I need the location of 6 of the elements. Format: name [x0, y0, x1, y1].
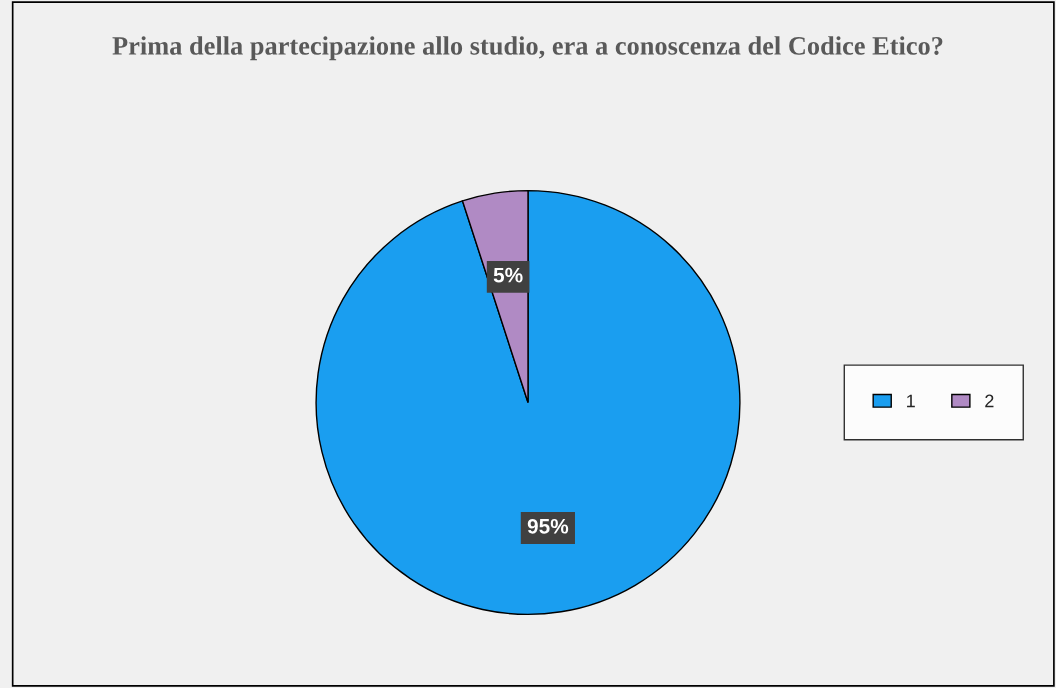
data-label: 5%	[493, 267, 523, 283]
pie-slice	[315, 189, 741, 616]
legend-label: 2	[985, 394, 994, 408]
chart-title: Prima della partecipazione allo studio, era a conoscenza del Codice Etico?	[112, 36, 943, 61]
data-label: 95%	[527, 518, 569, 534]
legend-label: 1	[907, 394, 915, 408]
